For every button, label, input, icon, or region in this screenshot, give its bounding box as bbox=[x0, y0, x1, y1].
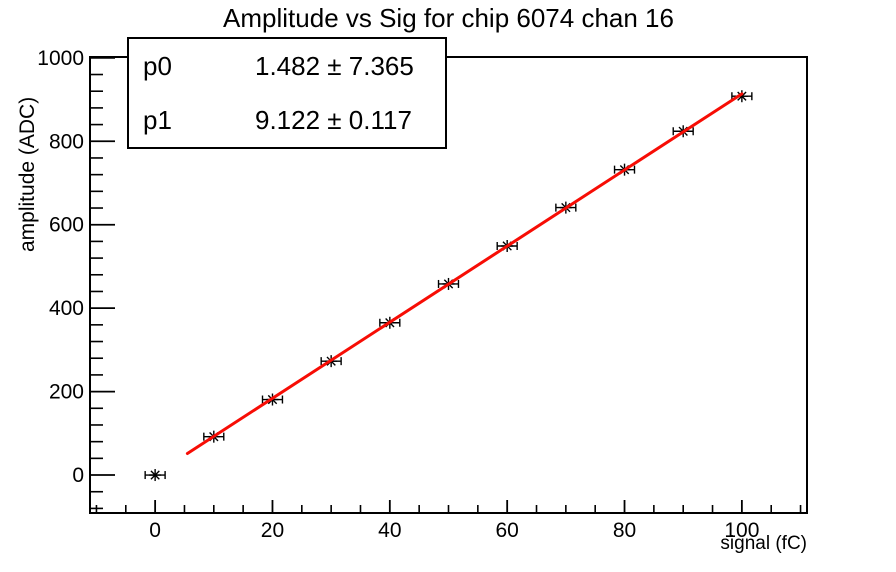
marker-ray bbox=[150, 470, 160, 480]
param-value-p1: 9.122 ± 0.117 bbox=[255, 104, 412, 135]
y-axis-tick-label: 1000 bbox=[37, 47, 84, 70]
x-axis-tick-label: 60 bbox=[495, 519, 518, 542]
plot-title: Amplitude vs Sig for chip 6074 chan 16 bbox=[223, 3, 674, 33]
y-axis-tick-label: 200 bbox=[49, 381, 84, 404]
data-point bbox=[731, 90, 753, 103]
stat-row-p0: p0 1.482 ± 7.365 bbox=[129, 39, 445, 93]
y-axis-tick-label: 400 bbox=[49, 297, 84, 320]
stat-row-p1: p1 9.122 ± 0.117 bbox=[129, 93, 445, 147]
x-axis-tick-label: 100 bbox=[724, 519, 759, 542]
data-point bbox=[144, 469, 166, 482]
x-axis-tick-label: 0 bbox=[149, 519, 161, 542]
x-axis-tick-label: 20 bbox=[261, 519, 284, 542]
fit-stats-box: p0 1.482 ± 7.365 p1 9.122 ± 0.117 bbox=[127, 37, 447, 149]
param-value-p0: 1.482 ± 7.365 bbox=[255, 50, 414, 81]
marker-ray bbox=[737, 91, 747, 101]
y-axis-title: amplitude (ADC) bbox=[16, 96, 39, 252]
y-axis-tick-label: 800 bbox=[49, 130, 84, 153]
y-axis-tick-label: 0 bbox=[72, 464, 84, 487]
fit-line bbox=[185, 92, 744, 455]
x-axis-title: signal (fC) bbox=[720, 533, 807, 554]
param-name-p0: p0 bbox=[143, 50, 172, 81]
x-axis-tick-label: 40 bbox=[378, 519, 401, 542]
param-name-p1: p1 bbox=[143, 104, 172, 135]
y-axis-tick-label: 600 bbox=[49, 214, 84, 237]
x-axis-tick-label: 80 bbox=[613, 519, 636, 542]
